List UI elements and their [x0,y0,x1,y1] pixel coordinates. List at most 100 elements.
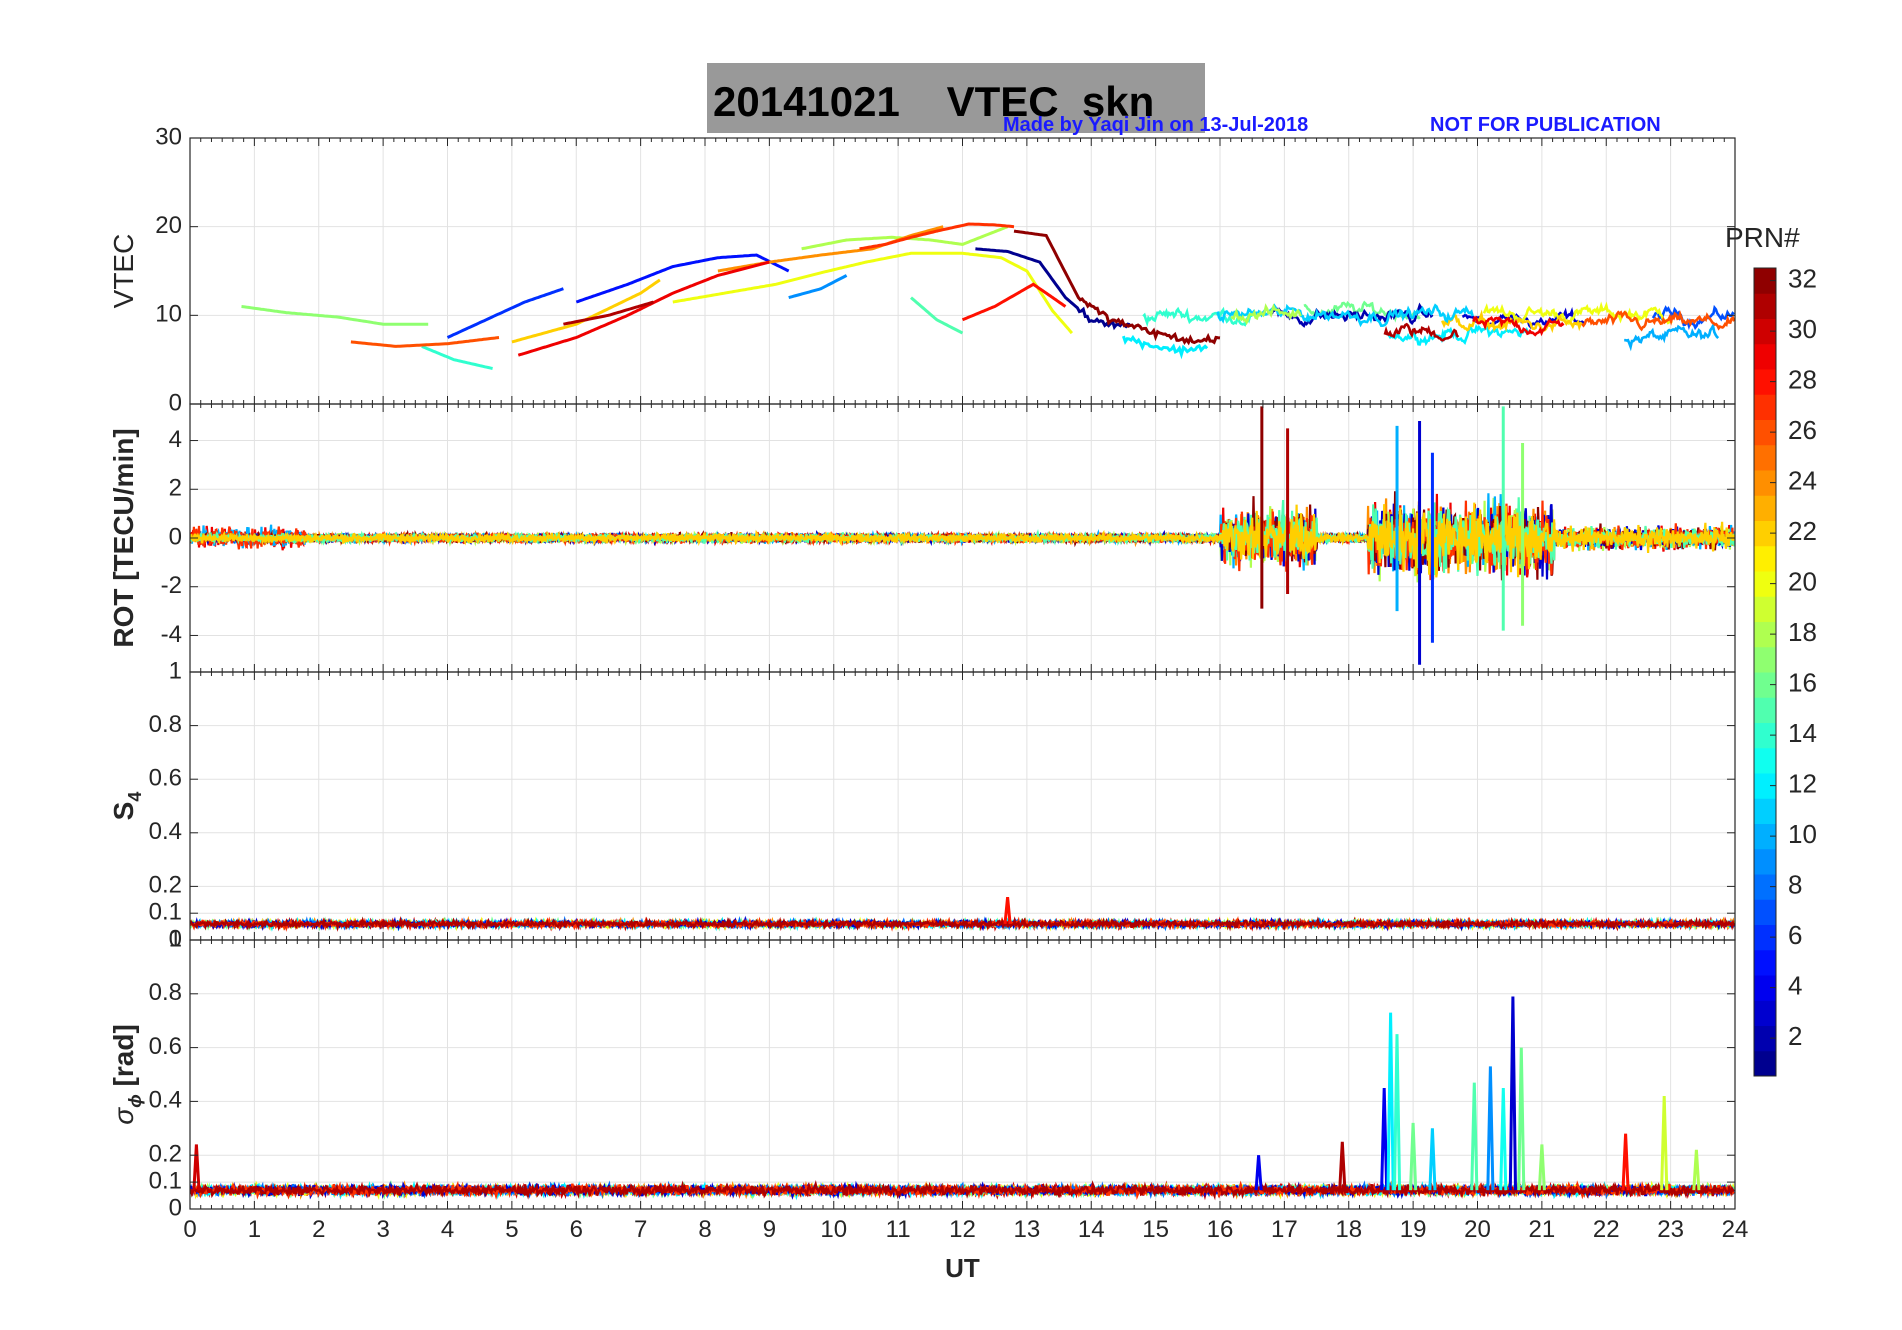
x-tick-label: 5 [505,1216,518,1243]
y-axis-label-vtec: VTEC [108,234,139,309]
colorbar-segment [1754,697,1776,723]
x-tick-label: 12 [949,1216,976,1243]
spike-sigma_phi [1486,1066,1495,1191]
vtec-trace-prn-6 [446,287,564,339]
vtec-noisy-trace [1383,322,1460,342]
y-tick-label: 0.6 [149,765,182,792]
y-tick-label: 0.2 [149,1141,182,1168]
colorbar-tick-label: 6 [1788,920,1802,950]
vtec-trace-prn-31 [563,300,654,326]
colorbar-segment [1754,545,1776,572]
trace-s4-prn-31 [190,916,1735,932]
vtec-trace-prn-28 [961,282,1067,322]
spike-sigma_phi [1428,1128,1437,1191]
spike-sigma_phi [1393,1034,1402,1191]
colorbar-segment [1754,293,1776,319]
panel-data-sigma_phi [190,996,1735,1201]
credit-text: Made by Yaqi Jin on 13-Jul-2018 [1003,114,1309,136]
y-tick-label: 0.8 [149,711,182,738]
vtec-noisy-trace [1581,310,1735,332]
colorbar-tick-label: 24 [1788,466,1817,496]
vtec-noisy-trace [1651,304,1735,331]
vtec-trace-prn-15 [910,296,964,335]
colorbar-segment [1754,444,1776,471]
colorbar-tick-label: 12 [1788,769,1817,799]
colorbar-segment [1754,747,1776,774]
colorbar-tick-label: 30 [1788,314,1817,344]
x-tick-label: 22 [1593,1216,1620,1243]
y-tick-label: 1 [169,925,182,952]
vtec-trace-prn-32 [1013,229,1221,346]
spike-sigma_phi [1338,1141,1347,1191]
colorbar-segment [1754,318,1776,345]
colorbar-segment [1754,975,1776,1001]
x-tick-label: 19 [1400,1216,1427,1243]
colorbar-segment [1754,798,1776,824]
x-tick-label: 8 [698,1216,711,1243]
y-tick-label: 10 [155,301,182,328]
vtec-noisy-trace [1230,303,1302,326]
colorbar-tick-label: 26 [1788,415,1817,445]
colorbar-segment [1754,495,1776,521]
y-tick-label: 0.2 [149,872,182,899]
x-tick-label: 1 [248,1216,261,1243]
x-tick-label: 15 [1142,1216,1169,1243]
vtec-trace-prn-26 [350,336,500,348]
vtec-noisy-trace [1142,306,1255,327]
y-tick-label: 0 [169,1194,182,1221]
panel-data-rot [190,406,1735,665]
spike-sigma_phi [1537,1144,1546,1191]
x-axis-label: UT [945,1253,980,1283]
vtec-noisy-trace [1624,321,1720,352]
colorbar-segment [1754,470,1776,496]
x-tick-label: 21 [1529,1216,1556,1243]
colorbar-tick-label: 28 [1788,365,1817,395]
panel-data-vtec [241,222,1735,370]
colorbar-segment [1754,874,1776,900]
colorbar-tick-label: 10 [1788,819,1817,849]
colorbar-segment [1754,924,1776,951]
x-tick-label: 10 [820,1216,847,1243]
colorbar-segment [1754,394,1776,420]
y-tick-label: 0 [169,523,182,550]
x-tick-label: 17 [1271,1216,1298,1243]
vtec-trace-prn-12 [1121,334,1209,360]
spike-sigma_phi [1660,1095,1669,1191]
colorbar-segment [1754,1050,1776,1077]
vtec-noisy-trace [1472,316,1565,337]
colorbar-segment [1754,899,1776,925]
vtec-trace-prn-17 [241,305,429,326]
y-tick-label: -4 [161,621,182,648]
spike-sigma_phi [1470,1082,1479,1191]
spike-sigma_phi [1409,1122,1418,1191]
x-tick-label: 7 [634,1216,647,1243]
x-tick-label: 2 [312,1216,325,1243]
x-tick-label: 13 [1014,1216,1041,1243]
y-axis-label-sigma_phi: σϕ [rad] [108,1024,145,1125]
colorbar-tick-label: 22 [1788,516,1817,546]
vtec-trace-prn-14 [421,345,493,370]
colorbar-segment [1754,1000,1776,1026]
x-tick-label: 0 [183,1216,196,1243]
colorbar-segment [1754,571,1776,597]
spike-sigma_phi [1380,1087,1389,1191]
spike-sigma_phi [192,1144,201,1191]
colorbar-segment [1754,520,1776,547]
vtec-trace-prn-1 [975,247,1131,331]
colorbar-frame [1753,267,1777,1077]
vtec-trace-prn-9 [788,274,848,300]
spike-s4 [1003,896,1012,925]
x-tick-label: 18 [1335,1216,1362,1243]
vtec-noisy-trace [1270,302,1434,328]
colorbar-segment [1754,773,1776,799]
colorbar-tick-label: 20 [1788,567,1817,597]
colorbar-segment [1754,621,1776,648]
colorbar-segment [1754,823,1776,850]
y-axis-label-s4: S4 [108,792,145,821]
vtec-trace-prn-5 [575,253,790,304]
y-tick-label: -2 [161,572,182,599]
y-tick-label: 20 [155,212,182,239]
notice-text: NOT FOR PUBLICATION [1430,114,1661,136]
colorbar-segment [1754,848,1776,875]
